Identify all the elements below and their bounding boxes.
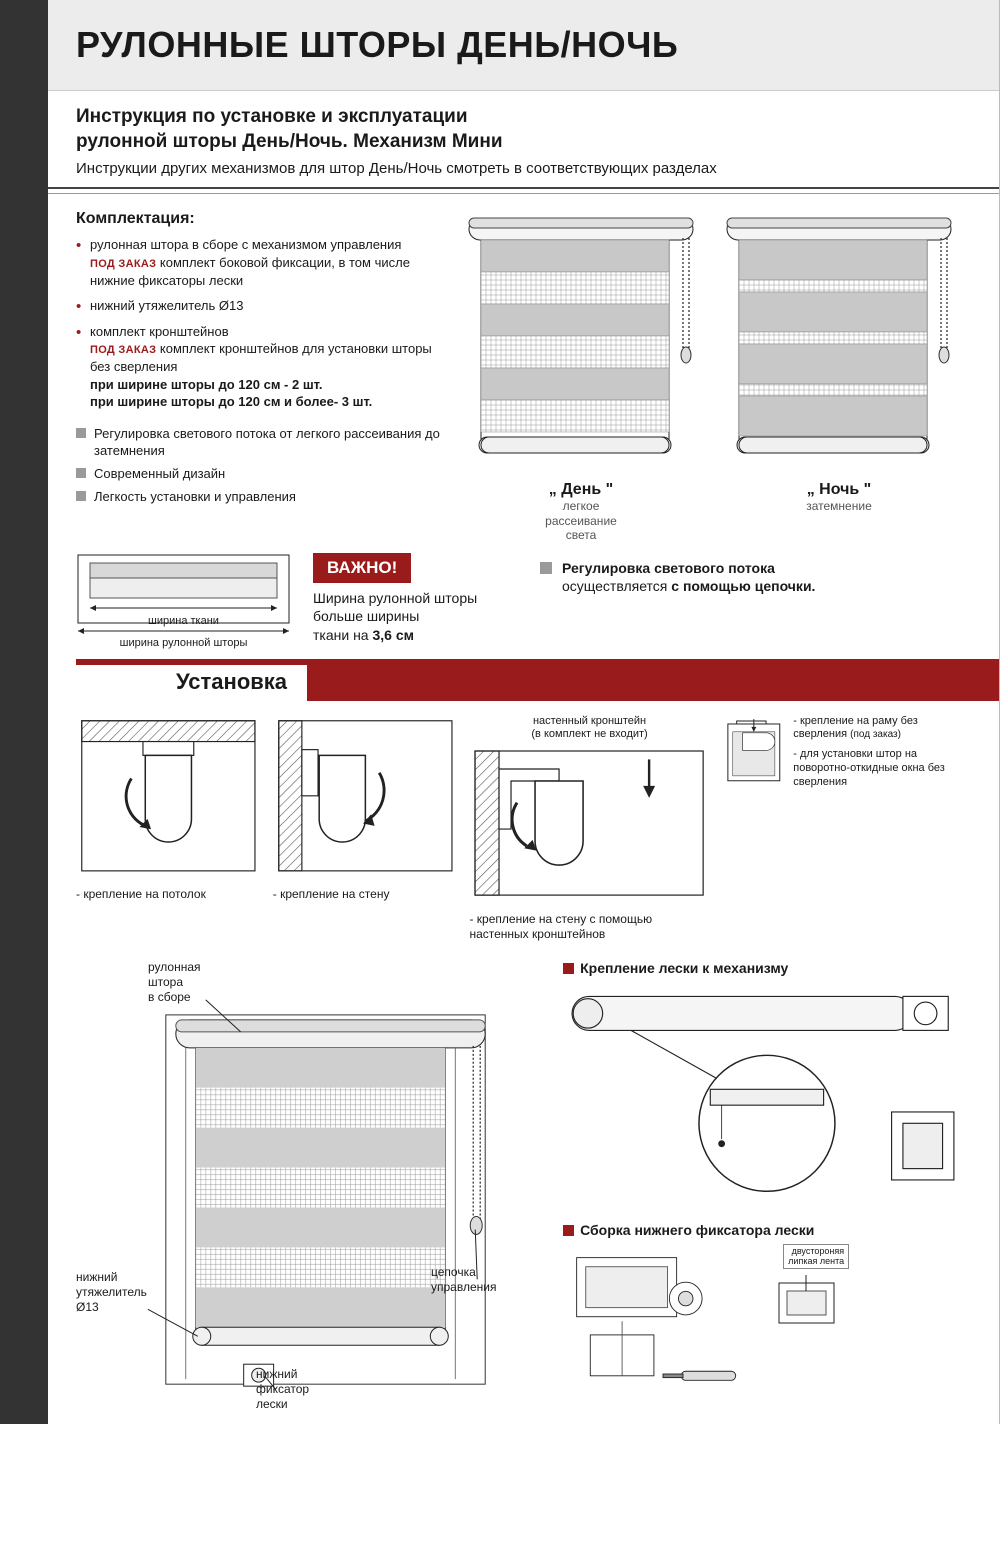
kit-heading: Комплектация: [76,210,441,228]
section-width: ширина ткани ширина рулонной шторы ВАЖНО… [48,553,999,659]
red-square-icon [563,963,574,974]
subtitle-note: Инструкции других механизмов для штор Де… [76,160,971,177]
subtitle-block: Инструкция по установке и эксплуатации р… [48,91,999,189]
square-icon [76,468,86,478]
feature-item: Легкость установки и управления [76,488,441,506]
vazhno-block: ВАЖНО! Ширина рулонной шторы больше шири… [313,553,518,646]
blind-night-caption: „ Ночь " затемнение [719,481,959,513]
mount-no-drill: - крепление на раму без сверления (под з… [722,715,971,790]
features: Регулировка светового потока от легкого … [76,425,441,505]
section-assembly: рулоннаяшторав сборе [48,954,999,1424]
width-diagram: ширина ткани ширина рулонной шторы [76,553,291,649]
feature-item: Современный дизайн [76,465,441,483]
install-title: Установка [76,659,307,701]
mount-options: - крепление на потолок - крепление на ст… [48,701,999,954]
blind-day-svg [461,210,701,470]
blind-night-svg [719,210,959,470]
main-title: РУЛОННЫЕ ШТОРЫ ДЕНЬ/НОЧЬ [76,24,971,66]
title-bar: РУЛОННЫЕ ШТОРЫ ДЕНЬ/НОЧЬ [48,0,999,91]
mount-wall: - крепление на стену [273,715,458,903]
right-column: Крепление лески к механизму [563,960,971,1404]
kit-item: нижний утяжелитель Ø13 [76,297,441,315]
square-icon [76,428,86,438]
blind-night: „ Ночь " затемнение [719,210,959,542]
install-bar: Установка [48,659,999,701]
kit-list: рулонная штора в сборе с механизмом упра… [76,236,441,411]
red-square-icon [563,1225,574,1236]
left-strip [0,0,48,1424]
kit-text: Комплектация: рулонная штора в сборе с м… [76,210,441,542]
subtitle: Инструкция по установке и эксплуатации р… [76,105,971,154]
blind-figures: „ День " легкое рассеивание света [461,210,971,542]
vazhno-badge: ВАЖНО! [313,553,411,583]
feature-item: Регулировка светового потока от легкого … [76,425,441,460]
content: РУЛОННЫЕ ШТОРЫ ДЕНЬ/НОЧЬ Инструкция по у… [48,0,1000,1424]
assembly-diagram: рулоннаяшторав сборе [76,960,545,1404]
chain-note: Регулировка светового потока осуществляе… [540,559,971,597]
blind-day: „ День " легкое рассеивание света [461,210,701,542]
square-icon [76,491,86,501]
kit-item: рулонная штора в сборе с механизмом упра… [76,236,441,289]
mount-wall-bracket: настенный кронштейн(в комплект не входит… [469,715,709,942]
square-icon [540,562,552,574]
kit-item: комплект кронштейнов ПОД ЗАКАЗ комплект … [76,323,441,411]
line-attach: Крепление лески к механизму [563,960,971,1208]
blind-day-caption: „ День " легкое рассеивание света [461,481,701,542]
bottom-fixator: Сборка нижнего фиксатора лески [563,1222,971,1399]
mount-ceiling: - крепление на потолок [76,715,261,903]
section-kit: Комплектация: рулонная штора в сборе с м… [48,194,999,552]
vazhno-text: Ширина рулонной шторы больше ширины ткан… [313,589,518,646]
